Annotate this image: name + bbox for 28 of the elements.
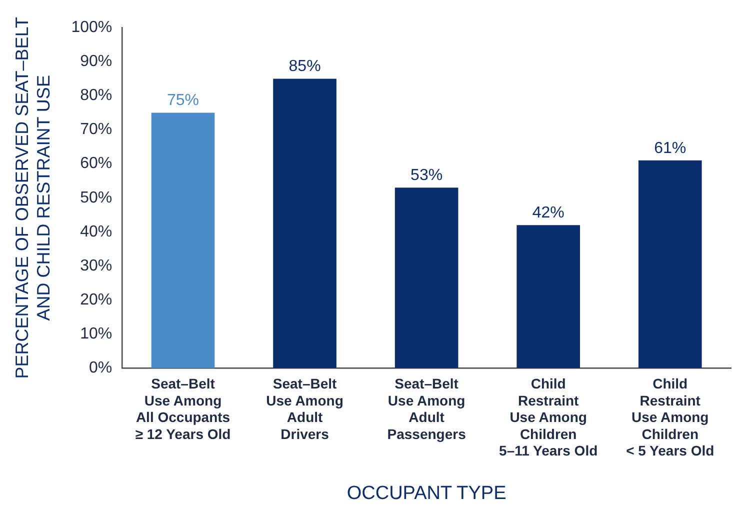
x-tick-label: Child Restraint Use Among Children < 5 Years Old <box>626 375 714 459</box>
bar <box>394 188 458 368</box>
y-tick-label: 90% <box>80 53 112 70</box>
x-axis-title: OCCUPANT TYPE <box>346 482 506 504</box>
y-tick-label: 60% <box>80 155 112 172</box>
y-tick-label: 100% <box>71 19 112 36</box>
y-tick-label: 10% <box>80 326 112 343</box>
data-label: 42% <box>532 204 564 222</box>
y-tick-label: 40% <box>80 223 112 240</box>
y-tick-label: 50% <box>80 189 112 206</box>
y-tick-label: 70% <box>80 121 112 138</box>
x-tick-label: Seat–Belt Use Among Adult Passengers <box>387 375 466 442</box>
data-label: 85% <box>288 58 321 76</box>
x-tick-label: Seat–Belt Use Among Adult Drivers <box>266 375 344 442</box>
bar <box>516 225 580 368</box>
bar <box>638 160 702 368</box>
data-label: 75% <box>166 92 200 110</box>
bar <box>151 112 215 368</box>
y-tick-label: 80% <box>80 87 112 104</box>
data-label: 53% <box>410 167 443 184</box>
y-tick-label: 30% <box>80 257 112 274</box>
y-tick-label: 0% <box>88 360 112 377</box>
y-axis-title: PERCENTAGE OF OBSERVED SEAT–BELT AND CHILD RESTRAINT USE <box>12 17 54 379</box>
y-tick-label: 20% <box>80 291 112 308</box>
data-label: 61% <box>654 140 686 157</box>
x-tick-label: Seat–Belt Use Among All Occupants ≥ 12 Years Old <box>135 375 231 442</box>
x-tick-label: Child Restraint Use Among Children 5–11 Years Old <box>499 375 598 459</box>
bar <box>273 78 336 368</box>
